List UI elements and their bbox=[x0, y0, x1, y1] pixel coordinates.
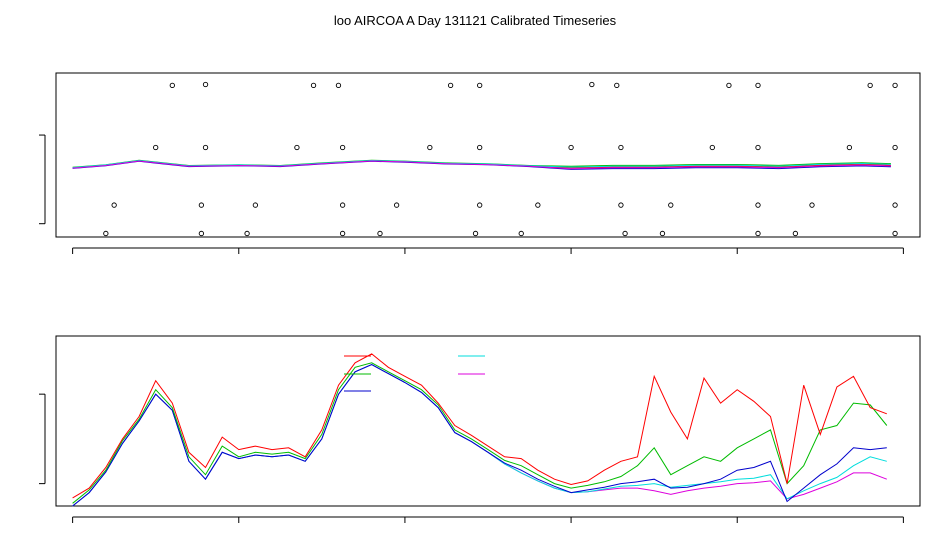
data-point bbox=[377, 230, 383, 237]
data-point bbox=[202, 144, 209, 151]
data-point bbox=[447, 82, 454, 89]
series-line bbox=[72, 364, 887, 507]
data-point bbox=[103, 230, 109, 237]
data-point bbox=[335, 82, 342, 89]
series-line bbox=[72, 364, 887, 507]
plot-frame bbox=[55, 72, 921, 238]
data-point bbox=[755, 202, 761, 208]
chart-title: loo AIRCOA A Day 131121 Calibrated Times… bbox=[334, 13, 617, 28]
data-point bbox=[518, 230, 524, 237]
data-point bbox=[427, 144, 433, 151]
data-point bbox=[659, 230, 666, 237]
data-point bbox=[809, 202, 815, 208]
data-point bbox=[169, 82, 175, 89]
data-point bbox=[614, 82, 620, 89]
data-point bbox=[867, 82, 873, 89]
data-point bbox=[668, 202, 674, 208]
data-point bbox=[339, 202, 346, 208]
data-point bbox=[310, 82, 317, 89]
top-panel bbox=[39, 72, 921, 254]
data-point bbox=[618, 202, 624, 208]
bottom-panel bbox=[39, 335, 921, 523]
data-point bbox=[618, 144, 624, 151]
data-point bbox=[755, 230, 761, 237]
data-point bbox=[294, 144, 300, 151]
data-point bbox=[477, 202, 483, 208]
data-point bbox=[393, 202, 400, 208]
data-point bbox=[244, 230, 250, 237]
data-point bbox=[892, 144, 898, 151]
data-point bbox=[202, 81, 209, 88]
data-point bbox=[153, 144, 159, 151]
data-point bbox=[472, 230, 479, 237]
series-line bbox=[72, 160, 891, 170]
data-point bbox=[339, 144, 346, 151]
data-point bbox=[252, 202, 259, 208]
data-point bbox=[792, 230, 799, 237]
data-point bbox=[477, 144, 483, 151]
data-point bbox=[111, 202, 117, 208]
series-line bbox=[72, 353, 887, 499]
series-line bbox=[72, 364, 887, 507]
data-point bbox=[568, 144, 574, 151]
data-point bbox=[892, 230, 898, 237]
data-point bbox=[892, 202, 898, 208]
data-point bbox=[709, 144, 715, 151]
series-line bbox=[72, 362, 888, 504]
data-point bbox=[589, 81, 595, 88]
data-point bbox=[622, 230, 628, 237]
data-point bbox=[339, 230, 346, 237]
data-point bbox=[846, 144, 853, 151]
plot-frame bbox=[55, 335, 921, 507]
data-point bbox=[892, 82, 898, 89]
data-point bbox=[535, 202, 541, 208]
data-point bbox=[755, 144, 761, 151]
data-point bbox=[198, 202, 205, 208]
data-point bbox=[726, 82, 732, 89]
data-point bbox=[755, 82, 761, 89]
data-point bbox=[198, 230, 205, 237]
data-point bbox=[477, 82, 483, 89]
